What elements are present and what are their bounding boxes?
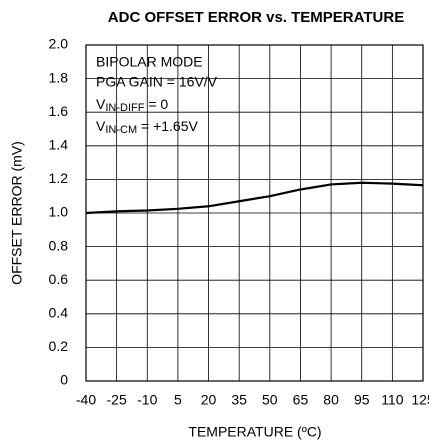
y-tick-label: 1.2	[49, 170, 69, 186]
x-tick-label: 35	[231, 392, 247, 408]
y-tick-label: 0.2	[49, 338, 69, 354]
x-tick-label: 80	[323, 392, 339, 408]
x-tick-label: -40	[76, 392, 96, 408]
chart-title: ADC OFFSET ERROR vs. TEMPERATURE	[108, 9, 404, 26]
y-tick-label: 0	[60, 372, 68, 388]
x-tick-label: 20	[201, 392, 217, 408]
x-axis-title: TEMPERATURE (ºC)	[188, 424, 321, 440]
y-tick-label: 2.0	[49, 36, 69, 52]
x-tick-label: -10	[137, 392, 157, 408]
annotation-part: V	[96, 118, 106, 134]
y-tick-label: 1.6	[49, 103, 69, 119]
y-axis-title: OFFSET ERROR (mV)	[9, 141, 25, 285]
annotation-text: BIPOLAR MODE	[96, 54, 203, 70]
y-tick-label: 0.8	[49, 237, 69, 253]
x-tick-label: 5	[174, 392, 182, 408]
annotation-part: = +1.65V	[137, 118, 198, 134]
x-tick-label: 65	[293, 392, 309, 408]
annotation-text: VIN-CM = +1.65V	[96, 118, 199, 136]
annotation-subscript: IN-DIFF	[105, 102, 144, 114]
y-tick-label: 0.6	[49, 271, 69, 287]
x-tick-label: -25	[107, 392, 127, 408]
y-tick-label: 0.4	[49, 305, 69, 321]
annotation-part: V	[96, 96, 106, 112]
annotation: BIPOLAR MODE PGA GAIN = 16V/V VIN-DIFF =…	[96, 54, 218, 136]
x-tick-label: 50	[262, 392, 278, 408]
x-tick-label: 110	[381, 392, 404, 408]
y-tick-label: 1.0	[49, 204, 69, 220]
annotation-text: PGA GAIN = 16V/V	[96, 74, 218, 90]
x-tick-label: 125	[411, 392, 429, 408]
y-tick-label: 1.4	[49, 137, 69, 153]
annotation-text: VIN-DIFF = 0	[96, 96, 168, 114]
y-tick-label: 1.8	[49, 69, 69, 85]
x-tick-label: 95	[354, 392, 370, 408]
annotation-subscript: IN-CM	[105, 124, 137, 136]
annotation-part: = 0	[144, 96, 168, 112]
data-line	[85, 181, 424, 215]
